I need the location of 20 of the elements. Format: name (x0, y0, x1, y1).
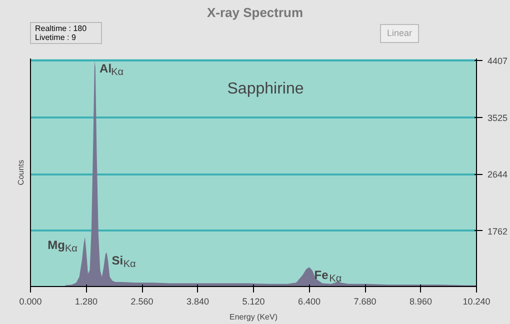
x-tick-label: 6.400 (298, 296, 321, 306)
text: Livetime : 9 (35, 33, 76, 42)
x-tick-label: 0.000 (19, 296, 42, 306)
x-axis-title: Energy (KeV) (229, 312, 278, 322)
y-tick-label: 2644 (488, 170, 508, 180)
y-tick-label: 4407 (488, 56, 508, 66)
x-tick-label: 5.120 (242, 296, 265, 306)
x-tick-label: 7.680 (354, 296, 376, 306)
y-tick-label: 3525 (488, 112, 508, 123)
chart-title: X-ray Spectrum (206, 4, 304, 22)
x-tick-label: 10.240 (462, 296, 490, 306)
y-tick-label: 1762 (488, 226, 508, 236)
x-tick-label: 1.280 (74, 296, 98, 306)
text: Realtime : 180 (35, 24, 87, 33)
y-axis-title: Counts (16, 160, 26, 186)
x-tick-label: 3.840 (186, 296, 210, 306)
x-tick-label: 8.960 (409, 296, 432, 306)
text: Linear (380, 24, 420, 43)
text: Sapphirine (227, 80, 304, 98)
x-tick-label: 2.560 (130, 296, 154, 306)
